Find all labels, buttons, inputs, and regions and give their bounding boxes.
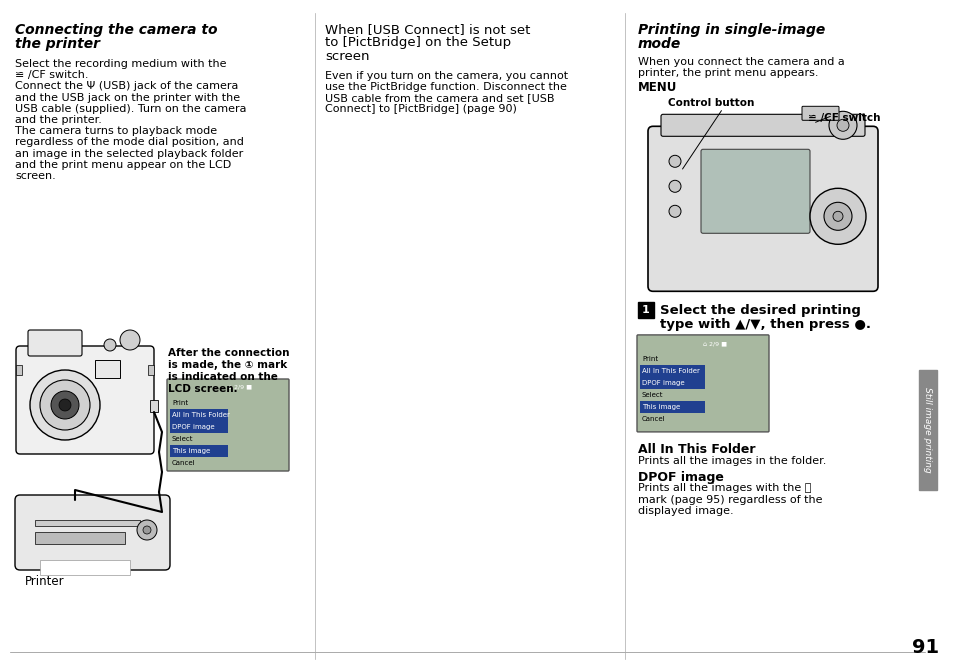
Text: use the PictBridge function. Disconnect the: use the PictBridge function. Disconnect … [325,82,566,92]
Text: DPOF image: DPOF image [638,470,723,484]
Circle shape [809,188,865,245]
Text: All In This Folder: All In This Folder [172,412,230,418]
Text: screen.: screen. [15,171,55,181]
Text: Prints all the images in the folder.: Prints all the images in the folder. [638,456,825,466]
Text: is made, the ① mark: is made, the ① mark [168,360,287,370]
Text: Print: Print [641,356,658,362]
Text: is indicated on the: is indicated on the [168,372,277,382]
FancyBboxPatch shape [637,335,768,432]
Circle shape [836,120,848,131]
Circle shape [104,339,116,351]
Circle shape [40,380,90,430]
Bar [16,365,22,375]
Circle shape [668,206,680,217]
FancyBboxPatch shape [660,114,864,136]
FancyBboxPatch shape [28,330,82,356]
Text: Connect] to [PictBridge] (page 90): Connect] to [PictBridge] (page 90) [325,105,517,114]
Text: 91: 91 [911,638,938,657]
Text: DPOF image: DPOF image [641,380,684,386]
Circle shape [832,211,842,221]
Text: ≌ /CF switch.: ≌ /CF switch. [15,70,89,80]
Text: The camera turns to playback mode: The camera turns to playback mode [15,126,217,136]
Text: Connect the Ψ (USB) jack of the camera: Connect the Ψ (USB) jack of the camera [15,81,238,91]
Text: and the printer.: and the printer. [15,115,102,125]
Text: Prints all the images with the ⌖: Prints all the images with the ⌖ [638,483,810,493]
Text: ⌂ 2/9 ■: ⌂ 2/9 ■ [702,342,726,347]
Text: Cancel: Cancel [172,460,195,466]
Text: ≌ /CF switch: ≌ /CF switch [807,114,880,123]
Text: mark (page 95) regardless of the: mark (page 95) regardless of the [638,495,821,505]
FancyBboxPatch shape [167,379,289,471]
Circle shape [828,112,856,139]
Text: printer, the print menu appears.: printer, the print menu appears. [638,68,818,78]
Text: Printer: Printer [25,575,65,588]
Text: ⌂ 2/9 ■: ⌂ 2/9 ■ [228,384,252,389]
Text: to [PictBridge] on the Setup: to [PictBridge] on the Setup [325,36,511,49]
Text: the printer: the printer [15,37,100,51]
Bar [918,370,936,490]
Text: Print: Print [172,400,188,406]
Text: All In This Folder: All In This Folder [638,443,755,456]
Bar [170,445,228,457]
Text: USB cable (supplied). Turn on the camera: USB cable (supplied). Turn on the camera [15,103,246,114]
Text: 1: 1 [641,305,649,315]
Text: Cancel: Cancel [641,416,665,422]
Text: mode: mode [638,37,680,51]
Text: When [USB Connect] is not set: When [USB Connect] is not set [325,23,530,36]
FancyBboxPatch shape [700,149,809,233]
FancyBboxPatch shape [647,126,877,291]
Circle shape [823,202,851,230]
Bar [170,421,228,433]
Text: screen: screen [325,50,369,62]
Circle shape [30,370,100,440]
Bar [35,520,140,526]
Text: Connecting the camera to: Connecting the camera to [15,23,217,37]
Bar [40,560,130,575]
Text: type with ▲/▼, then press ●.: type with ▲/▼, then press ●. [659,318,870,331]
FancyBboxPatch shape [801,106,838,120]
Bar [639,401,704,413]
Text: Even if you turn on the camera, you cannot: Even if you turn on the camera, you cann… [325,71,568,81]
Bar [150,400,158,412]
Text: DPOF image: DPOF image [172,424,214,430]
Text: and the print menu appear on the LCD: and the print menu appear on the LCD [15,160,231,170]
Bar [639,377,704,389]
Bar [639,365,704,377]
Text: Select: Select [641,392,662,398]
Circle shape [668,180,680,192]
Text: regardless of the mode dial position, and: regardless of the mode dial position, an… [15,137,244,147]
Circle shape [59,399,71,411]
Circle shape [143,526,151,534]
Text: LCD screen.: LCD screen. [168,384,237,394]
Text: Still image printing: Still image printing [923,387,931,473]
Text: Select: Select [172,436,193,442]
Text: displayed image.: displayed image. [638,506,733,515]
Text: All In This Folder: All In This Folder [641,368,700,374]
FancyBboxPatch shape [16,346,153,454]
Text: an image in the selected playback folder: an image in the selected playback folder [15,149,243,159]
Text: Select the desired printing: Select the desired printing [659,304,860,317]
Bar [148,365,153,375]
Circle shape [120,330,140,350]
FancyBboxPatch shape [15,495,170,570]
Bar [35,532,125,544]
Text: This image: This image [172,448,210,454]
Text: and the USB jack on the printer with the: and the USB jack on the printer with the [15,93,240,103]
Text: This image: This image [641,404,679,410]
Text: When you connect the camera and a: When you connect the camera and a [638,57,843,67]
Text: Control button: Control button [667,98,754,108]
Text: Printing in single-image: Printing in single-image [638,23,824,37]
Bar [170,409,228,421]
Bar [95,360,120,378]
Text: MENU: MENU [638,81,677,94]
Circle shape [668,155,680,167]
Bar [638,302,654,319]
Circle shape [137,520,157,540]
Text: USB cable from the camera and set [USB: USB cable from the camera and set [USB [325,93,554,103]
Text: Select the recording medium with the: Select the recording medium with the [15,59,226,69]
Circle shape [51,391,79,419]
Text: After the connection: After the connection [168,348,289,358]
